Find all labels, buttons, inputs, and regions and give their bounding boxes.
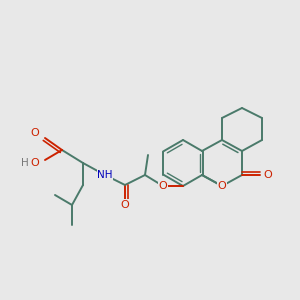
Text: O: O [121,200,129,210]
Text: O: O [31,128,39,138]
Text: O: O [263,170,272,180]
Text: O: O [218,181,226,191]
Text: O: O [31,158,39,168]
Text: H: H [21,158,29,168]
Text: NH: NH [97,170,113,180]
Text: O: O [159,181,167,191]
